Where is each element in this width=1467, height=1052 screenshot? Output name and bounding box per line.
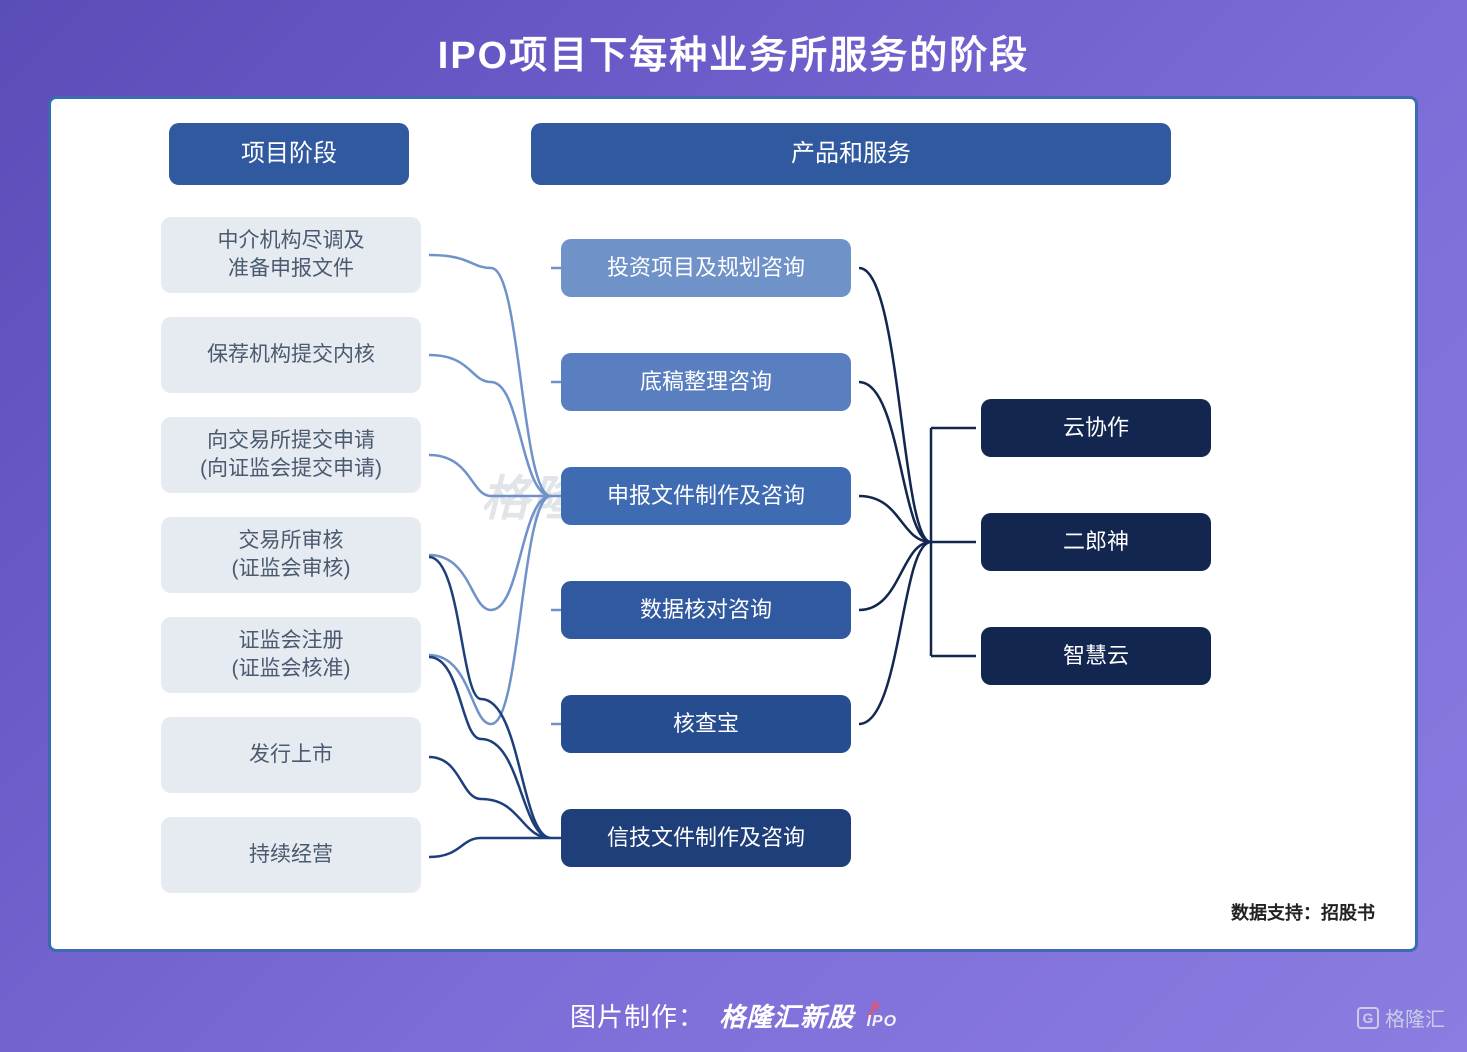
corner-brand: G 格隆汇 — [1357, 1003, 1445, 1032]
page-title: IPO项目下每种业务所服务的阶段 — [0, 24, 1467, 79]
footer-brand: 格隆汇新股 — [719, 1002, 854, 1032]
stage-box: 保荐机构提交内核 — [161, 317, 421, 393]
service-box: 核查宝 — [561, 695, 851, 753]
stage-box: 交易所审核 (证监会审核) — [161, 517, 421, 593]
service-box: 智慧云 — [981, 627, 1211, 685]
stage-box: 向交易所提交申请 (向证监会提交申请) — [161, 417, 421, 493]
header-stage: 项目阶段 — [169, 123, 409, 185]
service-box: 云协作 — [981, 399, 1211, 457]
service-box: 申报文件制作及咨询 — [561, 467, 851, 525]
diagram-panel: 格隆汇新股IPO 项目阶段 产品和服务 中介机构尽调及 准备申报文件 保荐机构提… — [48, 96, 1418, 952]
data-source: 数据支持：招股书 — [1231, 899, 1375, 925]
service-box: 信技文件制作及咨询 — [561, 809, 851, 867]
service-box: 数据核对咨询 — [561, 581, 851, 639]
stage-box: 持续经营 — [161, 817, 421, 893]
brand-logo-icon: G — [1357, 1007, 1379, 1029]
stage-box: 发行上市 — [161, 717, 421, 793]
footer-credit: 图片制作： 格隆汇新股 ➚ IPO — [0, 997, 1467, 1034]
stage-box: 证监会注册 (证监会核准) — [161, 617, 421, 693]
service-box: 底稿整理咨询 — [561, 353, 851, 411]
header-services: 产品和服务 — [531, 123, 1171, 185]
service-box: 二郎神 — [981, 513, 1211, 571]
service-box: 投资项目及规划咨询 — [561, 239, 851, 297]
stage-box: 中介机构尽调及 准备申报文件 — [161, 217, 421, 293]
